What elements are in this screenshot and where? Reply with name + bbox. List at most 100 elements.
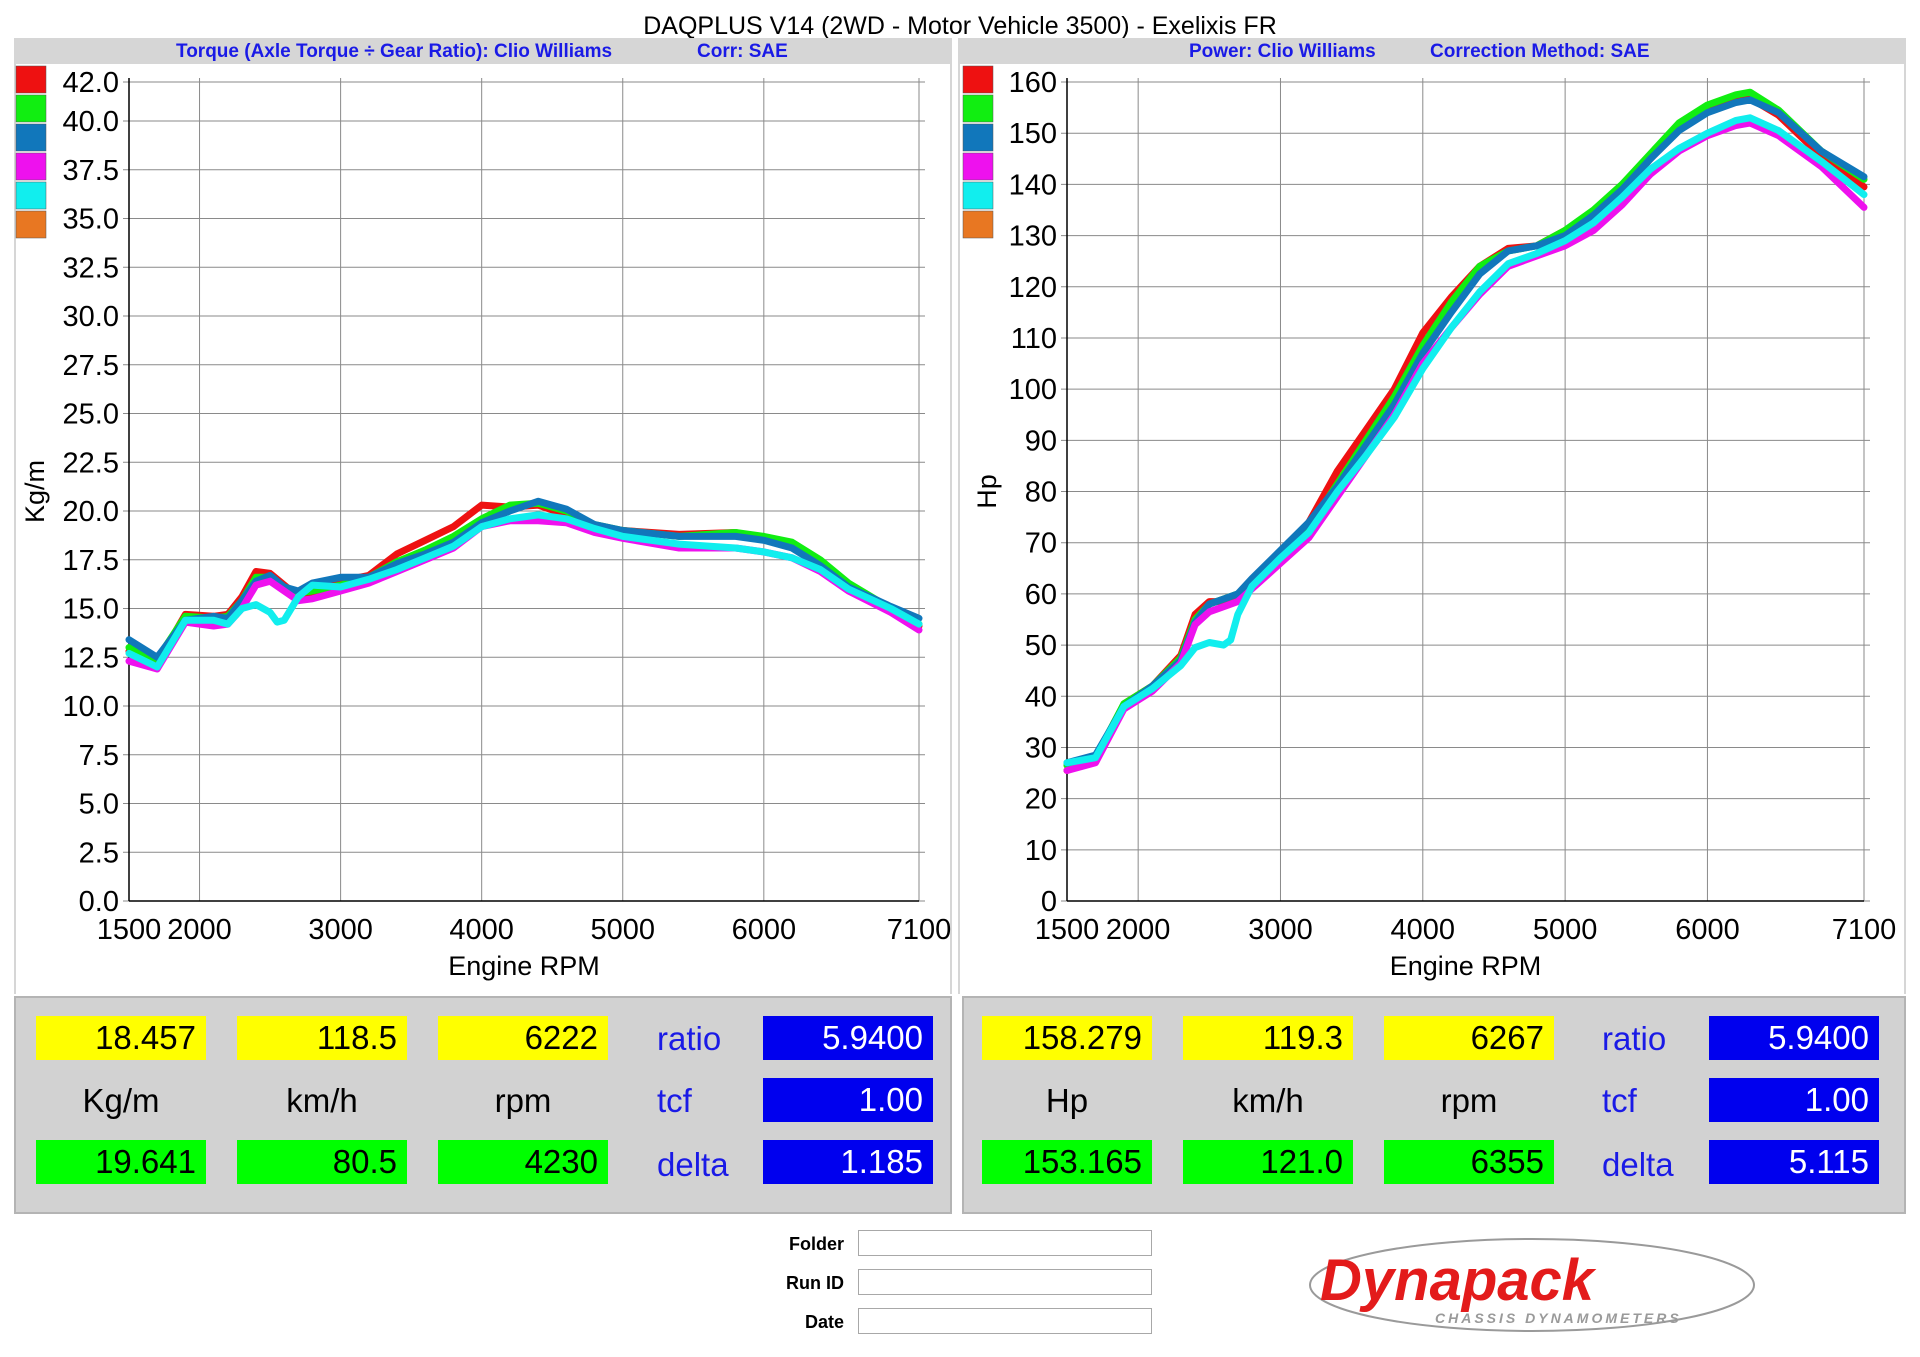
x-axis-label: Engine RPM [448,951,600,981]
x-tick-label: 2000 [1106,914,1171,946]
x-tick-label: 5000 [590,914,655,946]
folder-field[interactable] [858,1230,1152,1256]
x-tick-label: 5000 [1533,914,1598,946]
x-tick-label: 6000 [732,914,797,946]
y-tick-label: 15.0 [63,594,119,626]
y-tick-label: 32.5 [63,252,119,284]
run-id-label: Run ID [786,1273,844,1293]
x-tick-label: 1500 [1035,914,1100,946]
legend-swatch [962,94,994,123]
torque-cursor-rpm: 4230 [438,1140,608,1184]
date-field[interactable] [858,1308,1152,1334]
torque-peak-speed: 118.5 [237,1016,407,1060]
plot-area [960,64,1904,994]
y-tick-label: 27.5 [63,350,119,382]
y-tick-label: 70 [1025,528,1057,560]
power-peak-rpm: 6267 [1384,1016,1554,1060]
x-tick-label: 7100 [1832,914,1897,946]
legend-swatch [15,152,47,181]
x-tick-label: 1500 [97,914,162,946]
y-tick-label: 10.0 [63,691,119,723]
delta-value: 5.115 [1709,1140,1879,1184]
legend-swatch [15,210,47,239]
legend-swatch [962,65,994,94]
ratio-value: 5.9400 [1709,1016,1879,1060]
torque-readout-panel: 18.457 118.5 6222 Kg/m km/h rpm 19.641 8… [14,996,952,1214]
tcf-label: tcf [657,1082,692,1119]
speed-unit-label: km/h [1232,1082,1304,1119]
y-tick-label: 120 [1009,272,1057,304]
y-tick-label: 42.0 [63,67,119,99]
x-axis-label: Engine RPM [1390,951,1542,981]
speed-unit-label: km/h [286,1082,358,1119]
legend-swatch [15,94,47,123]
legend-swatch [962,210,994,239]
legend-swatch [962,123,994,152]
power-peak-speed: 119.3 [1183,1016,1353,1060]
power-unit-label: Hp [1045,1082,1089,1119]
torque-corr-text: Corr: SAE [697,41,788,62]
y-axis-label: Kg/m [20,460,50,523]
y-tick-label: 25.0 [63,399,119,431]
torque-cursor-speed: 80.5 [237,1140,407,1184]
power-cursor-value: 153.165 [982,1140,1152,1184]
torque-peak-rpm: 6222 [438,1016,608,1060]
y-tick-label: 160 [1009,67,1057,99]
torque-unit-label: Kg/m [82,1082,160,1119]
y-tick-label: 0 [1041,886,1057,918]
y-tick-label: 110 [1011,323,1057,355]
y-tick-label: 130 [1009,221,1057,253]
legend-swatch [15,181,47,210]
delta-label: delta [1602,1146,1674,1183]
legend-swatch [962,181,994,210]
tcf-value: 1.00 [1709,1078,1879,1122]
y-tick-label: 20 [1025,784,1057,816]
ratio-value: 5.9400 [763,1016,933,1060]
run-id-field[interactable] [858,1269,1152,1295]
delta-value: 1.185 [763,1140,933,1184]
torque-peak-value: 18.457 [36,1016,206,1060]
rpm-unit-label: rpm [1440,1082,1498,1119]
y-tick-label: 12.5 [63,642,119,674]
rpm-unit-label: rpm [494,1082,552,1119]
torque-header-text: Torque (Axle Torque ÷ Gear Ratio): Clio … [176,41,613,62]
y-tick-label: 20.0 [63,496,119,528]
delta-label: delta [657,1146,729,1183]
y-tick-label: 90 [1025,425,1057,457]
ratio-label: ratio [657,1020,722,1057]
date-label: Date [804,1312,844,1332]
torque-chart-header: Torque (Axle Torque ÷ Gear Ratio): Clio … [14,38,952,64]
power-cursor-speed: 121.0 [1183,1140,1353,1184]
y-tick-label: 5.0 [79,789,119,821]
y-axis-label: Hp [972,474,1002,509]
y-tick-label: 17.5 [63,545,119,577]
y-tick-label: 2.5 [79,837,119,869]
legend-swatch [15,123,47,152]
y-tick-label: 140 [1009,169,1057,201]
x-tick-label: 4000 [449,914,514,946]
y-tick-label: 37.5 [63,155,119,187]
y-tick-label: 50 [1025,630,1057,662]
x-tick-label: 3000 [1248,914,1313,946]
logo-text-dyna: Dynapack [1320,1248,1597,1313]
y-tick-label: 7.5 [79,740,119,772]
y-tick-label: 35.0 [63,204,119,236]
legend-swatch [15,65,47,94]
tcf-label: tcf [1602,1082,1637,1119]
logo-swoosh [1309,1238,1755,1332]
legend-swatch [962,152,994,181]
torque-cursor-value: 19.641 [36,1140,206,1184]
y-tick-label: 40 [1025,681,1057,713]
x-tick-label: 6000 [1675,914,1740,946]
power-header-text: Power: Clio Williams [1189,41,1376,62]
power-chart-header: Power: Clio Williams Correction Method: … [958,38,1906,64]
power-peak-value: 158.279 [982,1016,1152,1060]
torque-chart: 1500 2000 3000 4000 5000 6000 7100 0.0 2.5 5.0 7.5… [14,64,952,994]
dynapack-logo: Dynapack CHASSIS DYNAMOMETERS [1309,1238,1755,1332]
y-tick-label: 80 [1025,477,1057,509]
y-tick-label: 0.0 [79,886,119,918]
y-tick-label: 150 [1009,118,1057,150]
power-readout-panel: 158.279 119.3 6267 Hp km/h rpm 153.165 1… [962,996,1906,1214]
power-chart: 1500 2000 3000 4000 5000 6000 7100 0 10 20 30 40 50 6… [958,64,1906,994]
y-tick-label: 100 [1009,374,1057,406]
